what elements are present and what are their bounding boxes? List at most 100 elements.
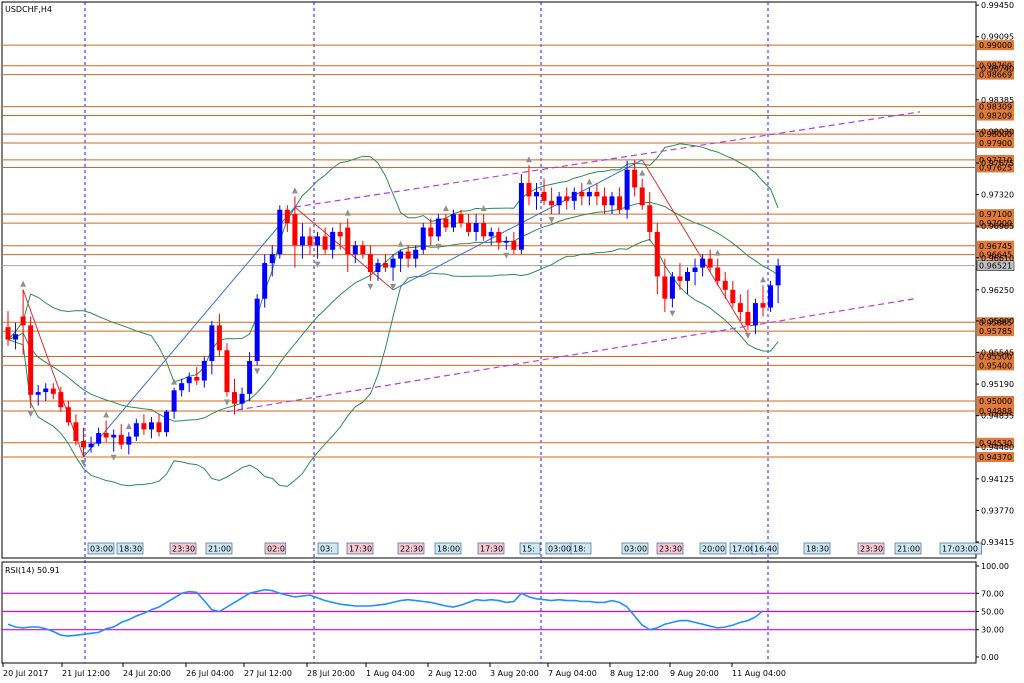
rsi-tick-label: 50.00 [981,608,1004,617]
time-tick-label: 3 Aug 20:00 [490,669,539,678]
candle-body [571,191,577,201]
level-label: 0.94888 [979,407,1012,416]
candle-body [722,280,728,290]
session-box [894,542,922,555]
level-tag [977,240,1014,251]
level-tag [977,40,1014,51]
session-label: 23:30 [172,545,195,554]
candle-body [269,254,275,264]
session-box [939,542,982,555]
candle-body [209,325,215,361]
session-label: 17:03:00 [942,545,978,554]
candle-body [164,411,170,433]
candle-body [13,334,19,340]
level-tag [977,138,1014,149]
zigzag-down [294,206,394,291]
candle-body [262,263,268,299]
candles [5,159,781,458]
price-tick-label: 0.95545 [981,349,1014,358]
level-label: 0.97900 [979,139,1012,148]
fractal-down-arrow [548,217,555,224]
candle-body [292,214,298,246]
candle-body [458,214,464,224]
candle-body [65,407,71,423]
candle-body [5,327,11,340]
candle-body [586,191,592,197]
level-tag [977,249,1014,260]
candle-body [669,276,675,299]
level-label: 0.96645 [979,251,1012,260]
fractal-down-arrow [390,283,397,290]
level-label: 0.95000 [979,397,1012,406]
candle-body [383,263,388,268]
candle-body [148,422,154,430]
zigzag-lines [22,159,749,458]
time-tick-label: 11 Aug 04:00 [732,669,786,678]
candle-body [609,196,615,206]
time-tick-label: 20 Jul 2017 [3,669,48,678]
level-tag [977,162,1014,173]
candle-body [692,267,698,272]
fractal-down-arrow [223,399,230,406]
rsi-tick-label: 100.00 [981,562,1009,571]
price-tick-label: 0.96965 [981,222,1014,231]
price-tick-label: 0.94480 [981,443,1014,452]
candle-body [496,231,502,243]
candle-body [420,227,426,250]
session-label: 03:00 [624,545,647,554]
candle-body [617,196,623,210]
candle-body [133,423,139,437]
session-label: 18:00 [437,545,460,554]
candle-body [58,392,64,408]
fractal-down-arrow [669,310,676,317]
fractal-down-arrow [367,283,374,290]
level-tag [977,129,1014,140]
channel-lower [226,298,916,413]
level-tag [977,395,1014,406]
time-tick-label: 8 Aug 12:00 [610,669,659,678]
session-label: 23:30 [860,545,883,554]
level-label: 0.94370 [979,453,1012,462]
session-box [397,542,425,555]
session-label: 18: [573,545,586,554]
rsi-label: RSI(14) 50.91 [5,566,60,575]
candle-body [398,251,404,259]
level-tag [977,209,1014,220]
time-tick-label: 1 Aug 04:00 [366,669,415,678]
level-label: 0.99000 [979,41,1012,50]
candle-body [277,209,283,255]
candle-body [156,422,162,433]
session-label: 17:00 [732,545,755,554]
candle-body [81,441,86,448]
level-tag [977,154,1014,165]
session-label: 18:30 [119,545,142,554]
candle-body [662,276,668,299]
candle-body [322,236,328,250]
candle-body [541,191,547,201]
level-label: 0.97710 [979,156,1012,165]
candle-body [413,249,419,259]
session-markers: 03:00 18:30 23:30 21:00 02:0 03: 17:30 22:30 18:… [87,542,982,555]
candle-body [315,236,321,246]
candle-body [239,393,245,404]
candle-body [28,325,34,395]
fractal-down-arrow [254,368,261,375]
fractal-down-arrow [314,261,321,268]
rsi-indicator: 100.00 70.00 50.00 30.00 0.00 [2,562,1009,662]
session-label: 23:30 [659,545,682,554]
session-box [699,542,727,555]
price-tick-label: 0.93770 [981,506,1014,515]
time-tick-label: 28 Jul 20:00 [307,669,355,678]
candle-body [579,191,585,197]
candle-body [534,191,539,197]
candle-body [737,303,743,313]
time-tick-label: 21 Jul 12:00 [62,669,110,678]
session-box [621,542,649,555]
candle-body [111,434,117,438]
candle-body [50,388,56,394]
session-box [803,542,831,555]
candle-body [216,325,222,351]
trend-channel [226,111,921,413]
